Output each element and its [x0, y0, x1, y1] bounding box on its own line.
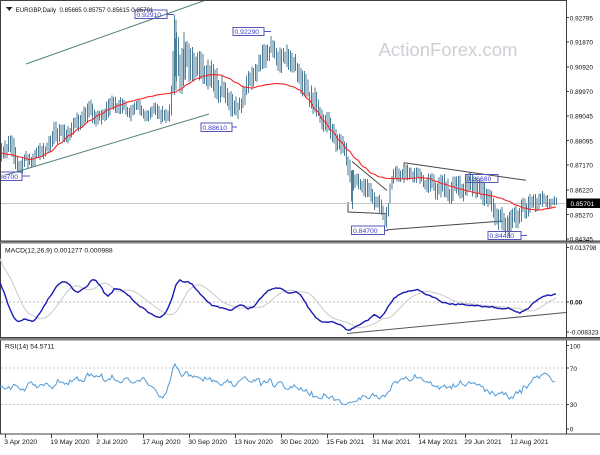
- svg-text:14 May 2021: 14 May 2021: [418, 439, 458, 446]
- svg-text:15 Feb 2021: 15 Feb 2021: [326, 439, 364, 446]
- svg-text:0.85701: 0.85701: [571, 201, 595, 208]
- svg-text:ActionForex.com: ActionForex.com: [379, 39, 518, 60]
- svg-text:0.88095: 0.88095: [570, 138, 594, 145]
- svg-text:0.92795: 0.92795: [570, 15, 594, 22]
- svg-text:29 Jun 2021: 29 Jun 2021: [464, 439, 502, 446]
- svg-text:-0.008323: -0.008323: [570, 329, 599, 336]
- svg-text:0.86680: 0.86680: [467, 176, 492, 183]
- svg-text:0.86700: 0.86700: [0, 174, 18, 181]
- svg-text:0.90920: 0.90920: [570, 64, 594, 71]
- svg-text:EURGBP,Daily 0.85665 0.85757: EURGBP,Daily 0.85665 0.85757 0.85615 0.8…: [16, 7, 154, 14]
- svg-text:100: 100: [570, 343, 581, 350]
- svg-text:31 Mar 2021: 31 Mar 2021: [372, 439, 410, 446]
- svg-text:13 Nov 2020: 13 Nov 2020: [234, 439, 273, 446]
- svg-text:0.84480: 0.84480: [490, 233, 515, 240]
- svg-text:0: 0: [570, 427, 574, 434]
- svg-text:0.86220: 0.86220: [570, 187, 594, 194]
- svg-text:0.00: 0.00: [570, 299, 583, 306]
- svg-text:0.88610: 0.88610: [203, 125, 228, 132]
- svg-text:17 Aug 2020: 17 Aug 2020: [142, 439, 180, 446]
- svg-text:3 Apr 2020: 3 Apr 2020: [4, 439, 37, 446]
- svg-text:0.84700: 0.84700: [353, 228, 378, 235]
- svg-text:0.92290: 0.92290: [235, 29, 260, 36]
- svg-text:0.89970: 0.89970: [570, 89, 594, 96]
- svg-text:0.91870: 0.91870: [570, 40, 594, 47]
- svg-text:2 Jul 2020: 2 Jul 2020: [96, 439, 128, 446]
- svg-text:0.013798: 0.013798: [570, 245, 597, 252]
- svg-text:70: 70: [570, 366, 578, 373]
- svg-text:MACD(12,26,9) 0.001277 0.00098: MACD(12,26,9) 0.001277 0.000988: [5, 248, 113, 255]
- svg-text:0.84345: 0.84345: [570, 237, 594, 244]
- svg-text:30 Dec 2020: 30 Dec 2020: [280, 439, 319, 446]
- svg-text:30: 30: [570, 402, 578, 409]
- svg-text:0.89045: 0.89045: [570, 114, 594, 121]
- svg-text:RSI(14) 54.5711: RSI(14) 54.5711: [5, 344, 55, 351]
- svg-text:0.92910: 0.92910: [137, 12, 162, 19]
- svg-text:30 Sep 2020: 30 Sep 2020: [188, 439, 227, 446]
- svg-text:19 May 2020: 19 May 2020: [50, 439, 90, 446]
- svg-text:0.87170: 0.87170: [570, 163, 594, 170]
- svg-text:12 Aug 2021: 12 Aug 2021: [510, 439, 548, 446]
- svg-text:0.85270: 0.85270: [570, 212, 594, 219]
